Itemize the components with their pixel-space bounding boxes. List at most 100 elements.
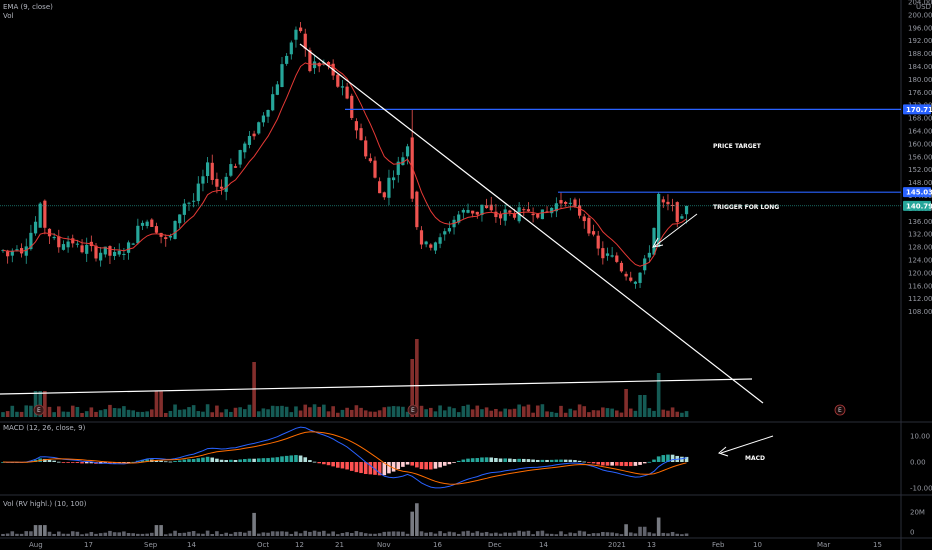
candle-body [289, 42, 293, 55]
volume-bar [549, 411, 554, 417]
vol-rv-bar [610, 532, 614, 536]
time-axis[interactable]: Aug 17 Sep 14 Oct 12 21 Nov 16 Dec 14 2021 13 Feb 10 Ma… [29, 541, 882, 549]
candle-body [489, 204, 493, 211]
volume-bar [66, 411, 70, 417]
macd-histogram-bar [573, 460, 577, 462]
vol-rv-bar [201, 533, 205, 536]
time-tick-label: Aug [29, 541, 43, 549]
candle-body [652, 227, 656, 255]
volume-bar [210, 412, 215, 417]
candle-body [373, 160, 377, 178]
macd-histogram-bar [368, 462, 373, 475]
candle-body [550, 207, 554, 214]
price-axis[interactable]: 204.00 200.00 196.00 192.00 188.00 184.00 180.… [908, 0, 932, 537]
volume-bar [480, 409, 484, 417]
vol-rv-bar [252, 512, 256, 536]
volume-bar [303, 404, 308, 417]
macd-note-label[interactable]: MACD [745, 455, 765, 462]
candle-body [6, 250, 10, 257]
volume-bar [266, 409, 270, 417]
price-tick-label: 136.00 [908, 218, 932, 226]
vol-rv-bar [605, 532, 610, 536]
macd-histogram-bar [177, 460, 182, 462]
price-tick-label: 180.00 [908, 76, 932, 84]
vol-rv-bar [563, 534, 568, 536]
volume-bar [656, 373, 661, 417]
trigger-arrow[interactable] [652, 213, 698, 248]
candle-body [233, 166, 238, 168]
vol-rv-bar [470, 532, 475, 536]
volume-bar [168, 410, 173, 417]
macd-histogram-bar [684, 456, 689, 462]
vol-rv-panel [1, 503, 689, 536]
vol-rv-bar [103, 532, 108, 536]
descending-trendline[interactable] [299, 43, 764, 404]
vol-rv-bar [340, 533, 345, 536]
volume-bar [159, 391, 163, 417]
vol-rv-bar [98, 533, 103, 536]
vol-rv-legend[interactable]: Vol (RV highl.) (10, 100) [3, 500, 87, 508]
candle-body [238, 150, 242, 165]
vol-rv-bar [377, 533, 382, 536]
earnings-marker[interactable]: E [834, 404, 846, 416]
macd-histogram-bar [526, 459, 531, 462]
candle-body [257, 122, 261, 134]
macd-histogram-bar [619, 462, 624, 466]
volume-bar [419, 405, 424, 417]
vol-rv-bar [317, 531, 321, 536]
vol-rv-bar [289, 533, 294, 536]
candle-body [568, 202, 572, 204]
candle-body [192, 200, 196, 202]
macd-histogram-bar [587, 462, 591, 463]
volume-bar [605, 408, 610, 417]
macd-histogram-bar [545, 459, 549, 462]
candle-body [396, 161, 400, 175]
vol-rv-bar [670, 531, 675, 536]
vol-rv-bar [345, 532, 349, 536]
macd-histogram-bar [410, 462, 414, 466]
trigger-label[interactable]: TRIGGER FOR LONG [713, 204, 779, 211]
price-tick-label: 148.00 [908, 179, 932, 187]
macd-histogram-bar [233, 460, 238, 462]
vol-rv-bar [387, 531, 391, 536]
macd-histogram-bar [419, 462, 424, 470]
volume-bar [624, 389, 628, 417]
volume-bar [466, 404, 470, 417]
ema-legend[interactable]: EMA (9, close) [3, 3, 53, 11]
macd-histogram-bar [582, 461, 587, 463]
macd-histogram-bar [549, 459, 554, 462]
vol-rv-bar [666, 533, 670, 536]
vol-rv-bar [136, 533, 140, 536]
volume-bar [452, 408, 456, 417]
vol-rv-bar [647, 532, 652, 536]
support-trendline[interactable] [0, 378, 753, 395]
price-tick-label: 160.00 [908, 140, 932, 148]
vol-rv-bar [401, 531, 405, 536]
vol-rv-bar [298, 533, 303, 536]
macd-legend[interactable]: MACD (12, 26, close, 9) [3, 424, 86, 432]
candle-body [415, 191, 419, 228]
macd-histogram-bar [554, 459, 559, 462]
volume-bar [47, 406, 52, 417]
vol-rv-bar [70, 531, 75, 536]
earnings-marker[interactable]: E [407, 404, 419, 416]
candle-body [219, 186, 224, 189]
price-tick-label: 124.00 [908, 257, 932, 265]
volume-bar [89, 407, 94, 417]
vol-rv-bar [43, 525, 47, 536]
volume-bar [80, 412, 84, 417]
price-target-label[interactable]: PRICE TARGET [713, 143, 762, 150]
volume-legend[interactable]: Vol [3, 12, 14, 20]
svg-text:E: E [838, 407, 842, 414]
volume-bar [52, 412, 56, 417]
volume-bar [331, 406, 335, 417]
volume-bar [447, 406, 452, 417]
candle-body [57, 236, 61, 248]
macd-arrow[interactable] [718, 435, 774, 457]
vol-rv-bar [587, 533, 591, 536]
macd-histogram-bar [210, 457, 215, 462]
candle-body [638, 272, 642, 283]
vol-rv-bar [243, 532, 247, 536]
earnings-marker[interactable]: E [33, 404, 45, 416]
